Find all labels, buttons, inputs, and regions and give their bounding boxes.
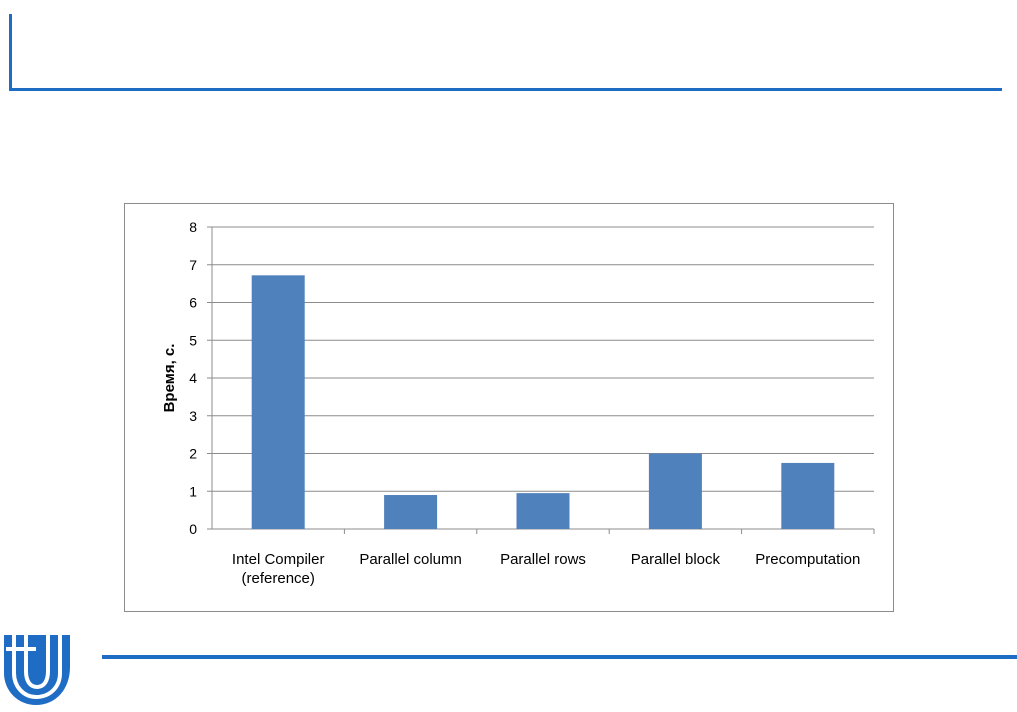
x-tick-label: Parallel rows bbox=[500, 551, 586, 568]
bar bbox=[648, 453, 702, 529]
y-tick-label: 6 bbox=[189, 295, 197, 311]
y-tick-label: 4 bbox=[189, 370, 197, 386]
university-logo-icon bbox=[0, 627, 80, 707]
x-tick-label: Intel Compiler bbox=[232, 551, 325, 568]
y-tick-label: 7 bbox=[189, 257, 197, 273]
bar bbox=[781, 462, 835, 529]
footer-rule bbox=[102, 655, 1017, 659]
y-tick-label: 0 bbox=[189, 521, 197, 537]
y-tick-label: 8 bbox=[189, 219, 197, 235]
bar bbox=[384, 495, 438, 529]
x-tick-label: Precomputation bbox=[755, 551, 860, 568]
y-tick-label: 5 bbox=[189, 332, 197, 348]
y-axis-title: Время, с. bbox=[161, 344, 178, 413]
bar-chart: 0 1 2 3 4 5 6 7 8 Intel Compiler (reference) Parall… bbox=[161, 219, 875, 587]
header-bottom-rule bbox=[9, 88, 1002, 91]
x-tick-label: Parallel column bbox=[359, 551, 462, 568]
y-tick-label: 2 bbox=[189, 446, 197, 462]
x-tick-label: Parallel block bbox=[631, 551, 721, 568]
chart-frame: 0 1 2 3 4 5 6 7 8 Intel Compiler (reference) Parall… bbox=[124, 203, 894, 612]
header-left-rule bbox=[9, 14, 12, 91]
x-tick-label: (reference) bbox=[242, 570, 315, 587]
y-tick-label: 1 bbox=[189, 483, 197, 499]
bar bbox=[251, 275, 305, 529]
y-tick-label: 3 bbox=[189, 408, 197, 424]
bar bbox=[516, 493, 570, 529]
